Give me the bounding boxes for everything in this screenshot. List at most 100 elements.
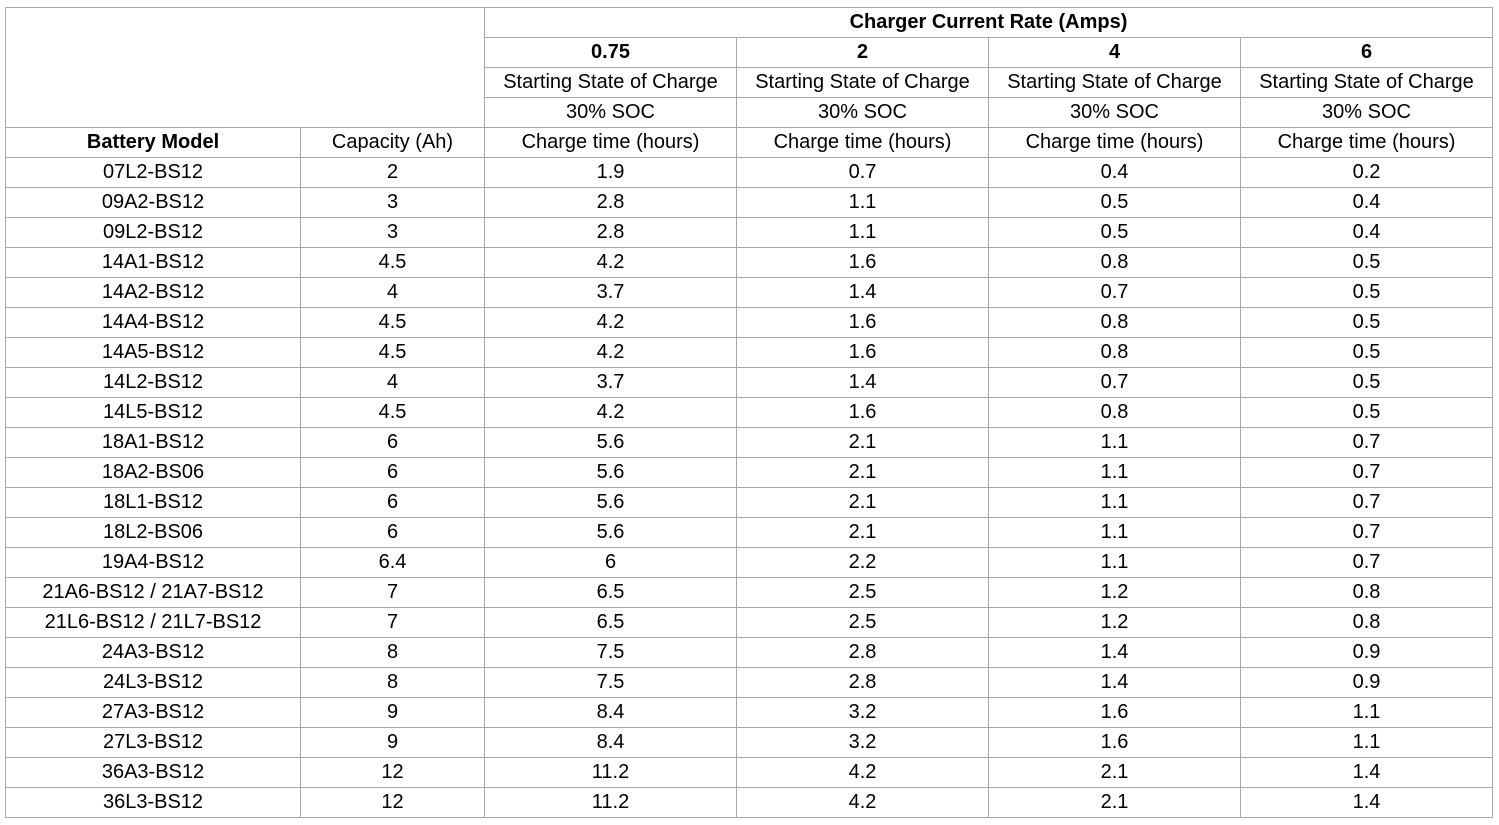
charge-time-0-75a-cell: 5.6	[484, 487, 737, 518]
table-row: 14A5-BS12 4.5 4.2 1.6 0.8 0.5	[5, 337, 1493, 368]
charge-time-0-75a-cell: 5.6	[484, 517, 737, 548]
charge-time-2a-cell: 3.2	[736, 697, 989, 728]
table-row: 36A3-BS12 12 11.2 4.2 2.1 1.4	[5, 757, 1493, 788]
table-row: 18A2-BS06 6 5.6 2.1 1.1 0.7	[5, 457, 1493, 488]
charge-time-6a-cell: 0.4	[1240, 217, 1493, 248]
battery-model-cell: 19A4-BS12	[5, 547, 301, 578]
charge-time-6a-cell: 1.4	[1240, 757, 1493, 788]
capacity-cell: 12	[300, 787, 485, 818]
capacity-cell: 9	[300, 697, 485, 728]
table-row: 36L3-BS12 12 11.2 4.2 2.1 1.4	[5, 787, 1493, 818]
charge-time-6a-cell: 0.5	[1240, 247, 1493, 278]
capacity-cell: 4	[300, 367, 485, 398]
charge-time-2a-cell: 1.6	[736, 397, 989, 428]
capacity-cell: 7	[300, 607, 485, 638]
charge-time-6a-cell: 0.5	[1240, 337, 1493, 368]
table-row: 27L3-BS12 9 8.4 3.2 1.6 1.1	[5, 727, 1493, 758]
battery-model-cell: 18L2-BS06	[5, 517, 301, 548]
column-header: Battery Model	[5, 127, 301, 158]
capacity-cell: 3	[300, 187, 485, 218]
column-header: Charge time (hours)	[988, 127, 1241, 158]
charge-time-6a-cell: 0.9	[1240, 667, 1493, 698]
charge-time-6a-cell: 0.5	[1240, 397, 1493, 428]
table-row: 14A1-BS12 4.5 4.2 1.6 0.8 0.5	[5, 247, 1493, 278]
capacity-cell: 4.5	[300, 337, 485, 368]
charge-time-2a-cell: 4.2	[736, 787, 989, 818]
battery-model-cell: 27L3-BS12	[5, 727, 301, 758]
charge-time-2a-cell: 2.1	[736, 487, 989, 518]
charge-time-4a-cell: 2.1	[988, 787, 1241, 818]
table-row: 14L2-BS12 4 3.7 1.4 0.7 0.5	[5, 367, 1493, 398]
charge-time-6a-cell: 0.8	[1240, 607, 1493, 638]
capacity-cell: 6.4	[300, 547, 485, 578]
battery-model-cell: 24L3-BS12	[5, 667, 301, 698]
table-row: 24A3-BS12 8 7.5 2.8 1.4 0.9	[5, 637, 1493, 668]
charge-time-0-75a-cell: 7.5	[484, 637, 737, 668]
table-row: 18L1-BS12 6 5.6 2.1 1.1 0.7	[5, 487, 1493, 518]
rate-header: 0.75	[484, 37, 737, 68]
capacity-cell: 4.5	[300, 307, 485, 338]
charge-time-4a-cell: 1.4	[988, 667, 1241, 698]
battery-model-cell: 14A1-BS12	[5, 247, 301, 278]
charge-time-0-75a-cell: 4.2	[484, 337, 737, 368]
battery-model-cell: 07L2-BS12	[5, 157, 301, 188]
capacity-cell: 6	[300, 457, 485, 488]
charge-time-2a-cell: 1.6	[736, 337, 989, 368]
charge-time-0-75a-cell: 4.2	[484, 307, 737, 338]
table-row: 09A2-BS12 3 2.8 1.1 0.5 0.4	[5, 187, 1493, 218]
soc-label: 30% SOC	[736, 97, 989, 128]
capacity-cell: 6	[300, 487, 485, 518]
charge-time-6a-cell: 1.1	[1240, 697, 1493, 728]
capacity-cell: 4.5	[300, 247, 485, 278]
column-header-row: Battery Model Capacity (Ah) Charge time …	[5, 127, 1493, 158]
charge-time-6a-cell: 0.8	[1240, 577, 1493, 608]
charge-time-4a-cell: 1.6	[988, 697, 1241, 728]
capacity-cell: 9	[300, 727, 485, 758]
charge-time-4a-cell: 1.1	[988, 487, 1241, 518]
table-row: 18L2-BS06 6 5.6 2.1 1.1 0.7	[5, 517, 1493, 548]
battery-model-cell: 27A3-BS12	[5, 697, 301, 728]
table-row: 19A4-BS12 6.4 6 2.2 1.1 0.7	[5, 547, 1493, 578]
charge-time-0-75a-cell: 7.5	[484, 667, 737, 698]
charge-time-2a-cell: 0.7	[736, 157, 989, 188]
capacity-cell: 4	[300, 277, 485, 308]
capacity-cell: 8	[300, 667, 485, 698]
battery-model-cell: 36A3-BS12	[5, 757, 301, 788]
charge-time-4a-cell: 0.8	[988, 337, 1241, 368]
charge-time-2a-cell: 2.1	[736, 517, 989, 548]
charge-time-6a-cell: 0.5	[1240, 367, 1493, 398]
charge-time-2a-cell: 2.5	[736, 607, 989, 638]
state-label: Starting State of Charge	[736, 67, 989, 98]
charge-time-2a-cell: 1.1	[736, 187, 989, 218]
charge-time-4a-cell: 1.6	[988, 727, 1241, 758]
battery-model-cell: 14A4-BS12	[5, 307, 301, 338]
charge-time-4a-cell: 2.1	[988, 757, 1241, 788]
battery-model-cell: 14L5-BS12	[5, 397, 301, 428]
state-label: Starting State of Charge	[484, 67, 737, 98]
charge-time-table: Charger Current Rate (Amps) 0.75 2 4 6 S…	[5, 7, 1493, 818]
column-header: Capacity (Ah)	[300, 127, 485, 158]
charge-time-2a-cell: 1.6	[736, 307, 989, 338]
charge-time-6a-cell: 0.7	[1240, 487, 1493, 518]
battery-model-cell: 21A6-BS12 / 21A7-BS12	[5, 577, 301, 608]
charge-time-6a-cell: 0.4	[1240, 187, 1493, 218]
capacity-cell: 4.5	[300, 397, 485, 428]
charge-time-4a-cell: 1.1	[988, 427, 1241, 458]
charge-time-0-75a-cell: 4.2	[484, 397, 737, 428]
charge-time-6a-cell: 0.5	[1240, 307, 1493, 338]
charge-time-2a-cell: 2.1	[736, 457, 989, 488]
charge-time-6a-cell: 0.7	[1240, 547, 1493, 578]
charge-time-6a-cell: 0.7	[1240, 517, 1493, 548]
table-row: 14A2-BS12 4 3.7 1.4 0.7 0.5	[5, 277, 1493, 308]
charge-time-0-75a-cell: 2.8	[484, 187, 737, 218]
charge-time-0-75a-cell: 6	[484, 547, 737, 578]
capacity-cell: 7	[300, 577, 485, 608]
battery-model-cell: 36L3-BS12	[5, 787, 301, 818]
charge-time-2a-cell: 1.6	[736, 247, 989, 278]
battery-model-cell: 18L1-BS12	[5, 487, 301, 518]
charge-time-2a-cell: 1.1	[736, 217, 989, 248]
charge-time-0-75a-cell: 11.2	[484, 757, 737, 788]
column-header: Charge time (hours)	[1240, 127, 1493, 158]
table-row: 14L5-BS12 4.5 4.2 1.6 0.8 0.5	[5, 397, 1493, 428]
charge-time-4a-cell: 0.7	[988, 277, 1241, 308]
